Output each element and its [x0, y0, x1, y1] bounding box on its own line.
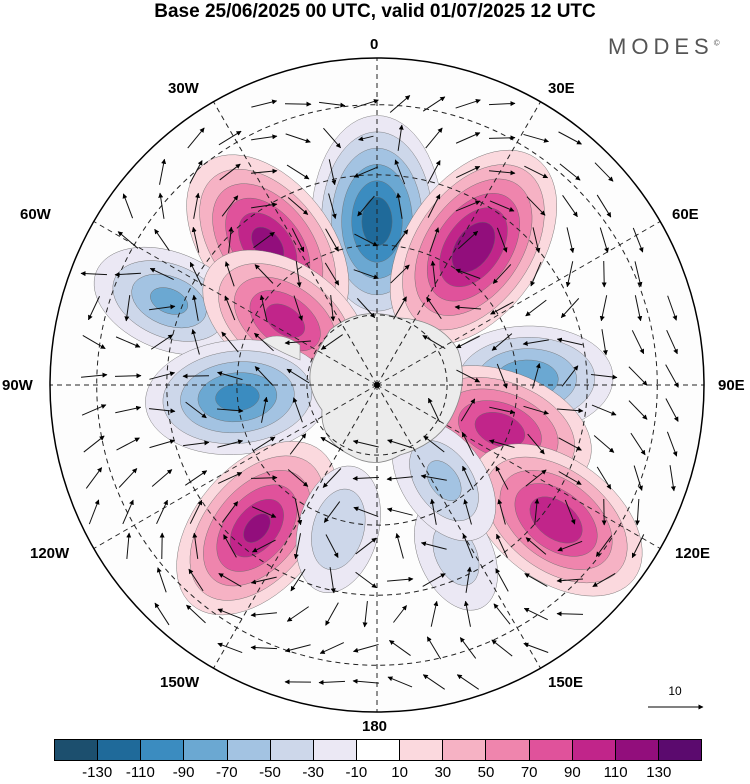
- lon-label-0: 0: [370, 36, 378, 53]
- colorbar-swatch-13: [616, 740, 659, 760]
- lon-label-120e: 120E: [675, 545, 710, 562]
- colorbar-tick-30: 30: [434, 764, 451, 781]
- lon-label-90w: 90W: [2, 377, 33, 394]
- colorbar-tick--130: -130: [82, 764, 112, 781]
- colorbar-swatch-12: [573, 740, 616, 760]
- colorbar-swatch-1: [98, 740, 141, 760]
- lon-label-120w: 120W: [30, 545, 69, 562]
- colorbar-swatch-4: [228, 740, 271, 760]
- lon-label-90e: 90E: [718, 377, 745, 394]
- colorbar-swatch-11: [530, 740, 573, 760]
- colorbar-swatch-6: [314, 740, 357, 760]
- colorbar-ticks: -130 -110 -90 -70 -50 -30 -10 10 30 50 70 90 110 130: [0, 764, 750, 784]
- colorbar-tick-130: 130: [646, 764, 671, 781]
- wind-arrow: [489, 138, 515, 139]
- wind-arrow: [604, 261, 605, 287]
- colorbar-swatch-5: [271, 740, 314, 760]
- lon-label-180: 180: [362, 718, 387, 735]
- colorbar-tick-90: 90: [564, 764, 581, 781]
- colorbar-swatch-3: [184, 740, 227, 760]
- colorbar-tick-10: 10: [391, 764, 408, 781]
- colorbar-tick--30: -30: [302, 764, 324, 781]
- colorbar-swatch-8: [400, 740, 443, 760]
- south-pole-marker: [374, 382, 380, 388]
- colorbar-tick--50: -50: [259, 764, 281, 781]
- colorbar-tick-70: 70: [521, 764, 538, 781]
- colorbar: [54, 739, 702, 761]
- colorbar-tick--70: -70: [216, 764, 238, 781]
- colorbar-swatch-14: [659, 740, 701, 760]
- lon-label-30w: 30W: [168, 80, 199, 97]
- colorbar-swatch-7: [357, 740, 400, 760]
- lon-label-60e: 60E: [672, 206, 699, 223]
- colorbar-tick--90: -90: [173, 764, 195, 781]
- colorbar-tick-50: 50: [478, 764, 495, 781]
- brand-logo: MODES©: [608, 34, 720, 60]
- wind-arrow: [557, 614, 583, 615]
- colorbar-tick-110: 110: [604, 764, 628, 781]
- lon-label-150e: 150E: [548, 674, 583, 691]
- colorbar-swatch-10: [486, 740, 529, 760]
- lon-label-30e: 30E: [548, 80, 575, 97]
- colorbar-tick--10: -10: [346, 764, 368, 781]
- colorbar-swatch-9: [443, 740, 486, 760]
- colorbar-swatch-2: [141, 740, 184, 760]
- lon-label-60w: 60W: [20, 206, 51, 223]
- reference-vector-label: 10: [645, 684, 705, 698]
- colorbar-swatch-0: [55, 740, 98, 760]
- lon-label-150w: 150W: [160, 674, 199, 691]
- colorbar-tick--110: -110: [126, 764, 155, 781]
- map-title: Base 25/06/2025 00 UTC, valid 01/07/2025…: [0, 0, 750, 24]
